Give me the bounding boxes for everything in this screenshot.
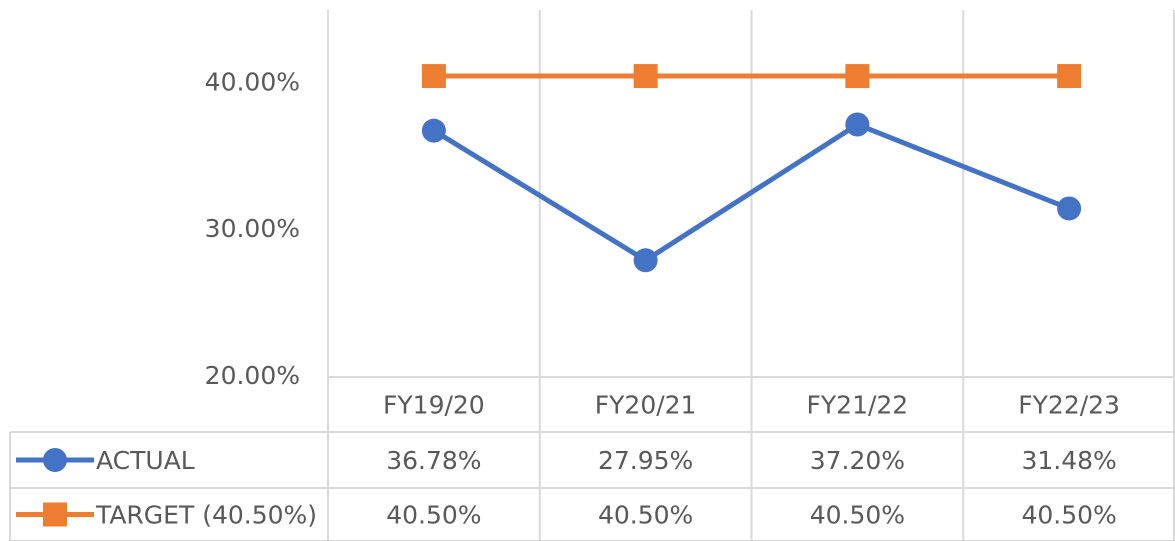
legend-marker bbox=[43, 448, 67, 472]
marker bbox=[1057, 196, 1082, 221]
marker bbox=[1057, 64, 1082, 89]
y-tick-label: 20.00% bbox=[205, 361, 300, 390]
series-line bbox=[432, 121, 1071, 264]
table-value: 37.20% bbox=[810, 446, 905, 475]
table-value: 40.50% bbox=[386, 501, 481, 530]
marker bbox=[845, 112, 870, 137]
x-tick-label: FY20/21 bbox=[595, 391, 697, 420]
table-value: 27.95% bbox=[598, 446, 693, 475]
legend-label: ACTUAL bbox=[96, 446, 195, 475]
table-value: 40.50% bbox=[810, 501, 905, 530]
marker bbox=[845, 64, 870, 89]
legend-marker bbox=[43, 502, 67, 527]
table-value: 40.50% bbox=[1021, 501, 1116, 530]
table-value: 40.50% bbox=[598, 501, 693, 530]
y-tick-label: 40.00% bbox=[205, 67, 300, 96]
y-tick-label: 30.00% bbox=[205, 214, 300, 243]
marker bbox=[633, 64, 658, 89]
x-tick-label: FY19/20 bbox=[383, 391, 485, 420]
table-value: 36.78% bbox=[386, 446, 481, 475]
marker bbox=[421, 64, 446, 89]
x-tick-label: FY22/23 bbox=[1018, 391, 1120, 420]
table-value: 31.48% bbox=[1021, 446, 1116, 475]
legend-label: TARGET (40.50%) bbox=[95, 501, 317, 530]
marker bbox=[633, 248, 658, 273]
x-tick-label: FY21/22 bbox=[807, 391, 909, 420]
marker bbox=[421, 118, 446, 143]
